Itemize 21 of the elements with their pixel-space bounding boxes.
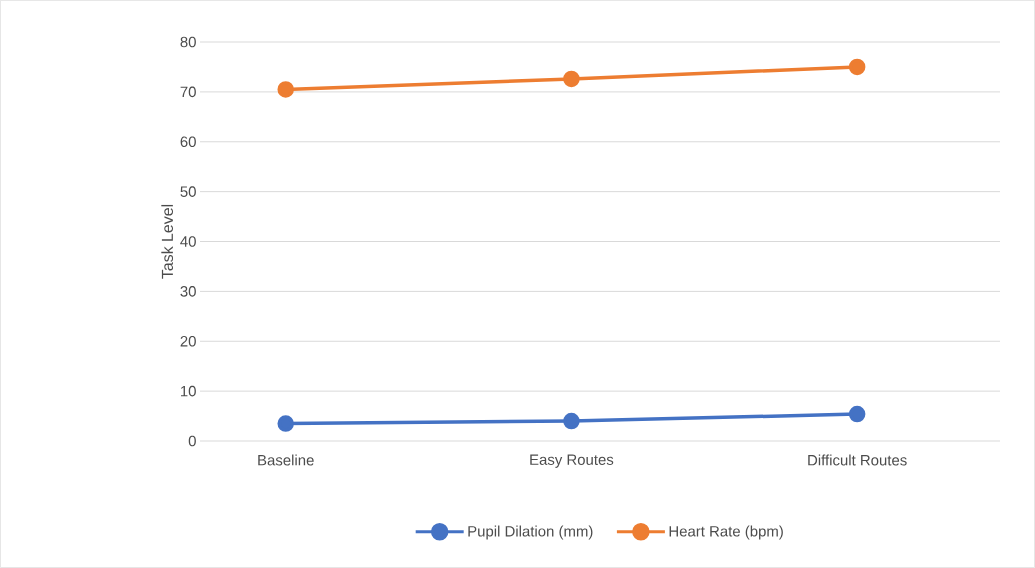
y-tick-label: 10 <box>181 385 196 397</box>
legend-label: Heart Rate (bpm) <box>669 525 783 540</box>
legend-label: Pupil Dilation (mm) <box>468 525 593 540</box>
point <box>277 415 294 432</box>
y-tick-label: 60 <box>180 136 196 148</box>
point <box>848 405 866 423</box>
y-tick-label: 20 <box>180 335 196 347</box>
point <box>277 81 294 98</box>
y-tick-label: 70 <box>180 86 196 98</box>
point <box>563 70 580 88</box>
y-tick-label: 0 <box>188 435 196 447</box>
y-tick-label: 30 <box>180 286 196 297</box>
y-tick-label: 80 <box>180 36 196 48</box>
point <box>563 412 580 430</box>
x-tick-label: Baseline <box>258 454 314 466</box>
y-axis-title: Task Level <box>161 204 174 279</box>
x-tick-label: Difficult Routes <box>808 454 907 466</box>
point <box>848 58 866 76</box>
x-tick-label: Easy Routes <box>530 454 614 468</box>
y-tick-label: 40 <box>180 236 196 247</box>
y-tick-label: 50 <box>180 186 196 197</box>
